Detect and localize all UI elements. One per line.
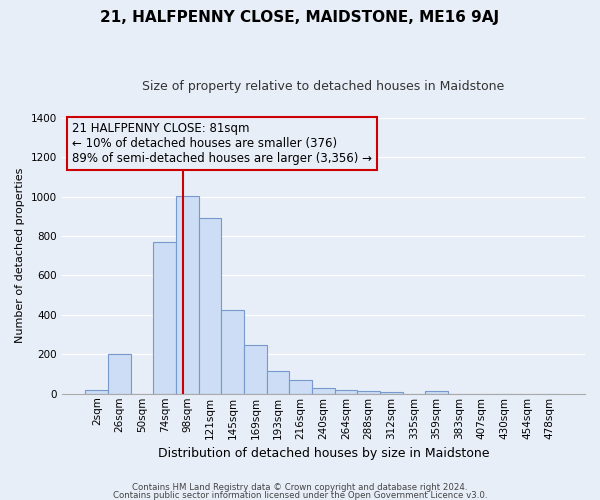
Title: Size of property relative to detached houses in Maidstone: Size of property relative to detached ho…: [142, 80, 505, 93]
Bar: [176, 196, 199, 394]
Bar: [244, 346, 266, 394]
Bar: [335, 390, 358, 394]
Bar: [199, 218, 221, 394]
Bar: [108, 354, 131, 394]
Bar: [425, 391, 448, 394]
Bar: [289, 380, 312, 394]
Text: Contains public sector information licensed under the Open Government Licence v3: Contains public sector information licen…: [113, 490, 487, 500]
Text: 21, HALFPENNY CLOSE, MAIDSTONE, ME16 9AJ: 21, HALFPENNY CLOSE, MAIDSTONE, ME16 9AJ: [100, 10, 500, 25]
X-axis label: Distribution of detached houses by size in Maidstone: Distribution of detached houses by size …: [158, 447, 489, 460]
Bar: [380, 392, 403, 394]
Y-axis label: Number of detached properties: Number of detached properties: [15, 168, 25, 344]
Bar: [266, 371, 289, 394]
Bar: [358, 391, 380, 394]
Bar: [312, 388, 335, 394]
Text: Contains HM Land Registry data © Crown copyright and database right 2024.: Contains HM Land Registry data © Crown c…: [132, 484, 468, 492]
Bar: [85, 390, 108, 394]
Bar: [221, 310, 244, 394]
Bar: [154, 242, 176, 394]
Text: 21 HALFPENNY CLOSE: 81sqm
← 10% of detached houses are smaller (376)
89% of semi: 21 HALFPENNY CLOSE: 81sqm ← 10% of detac…: [72, 122, 372, 165]
